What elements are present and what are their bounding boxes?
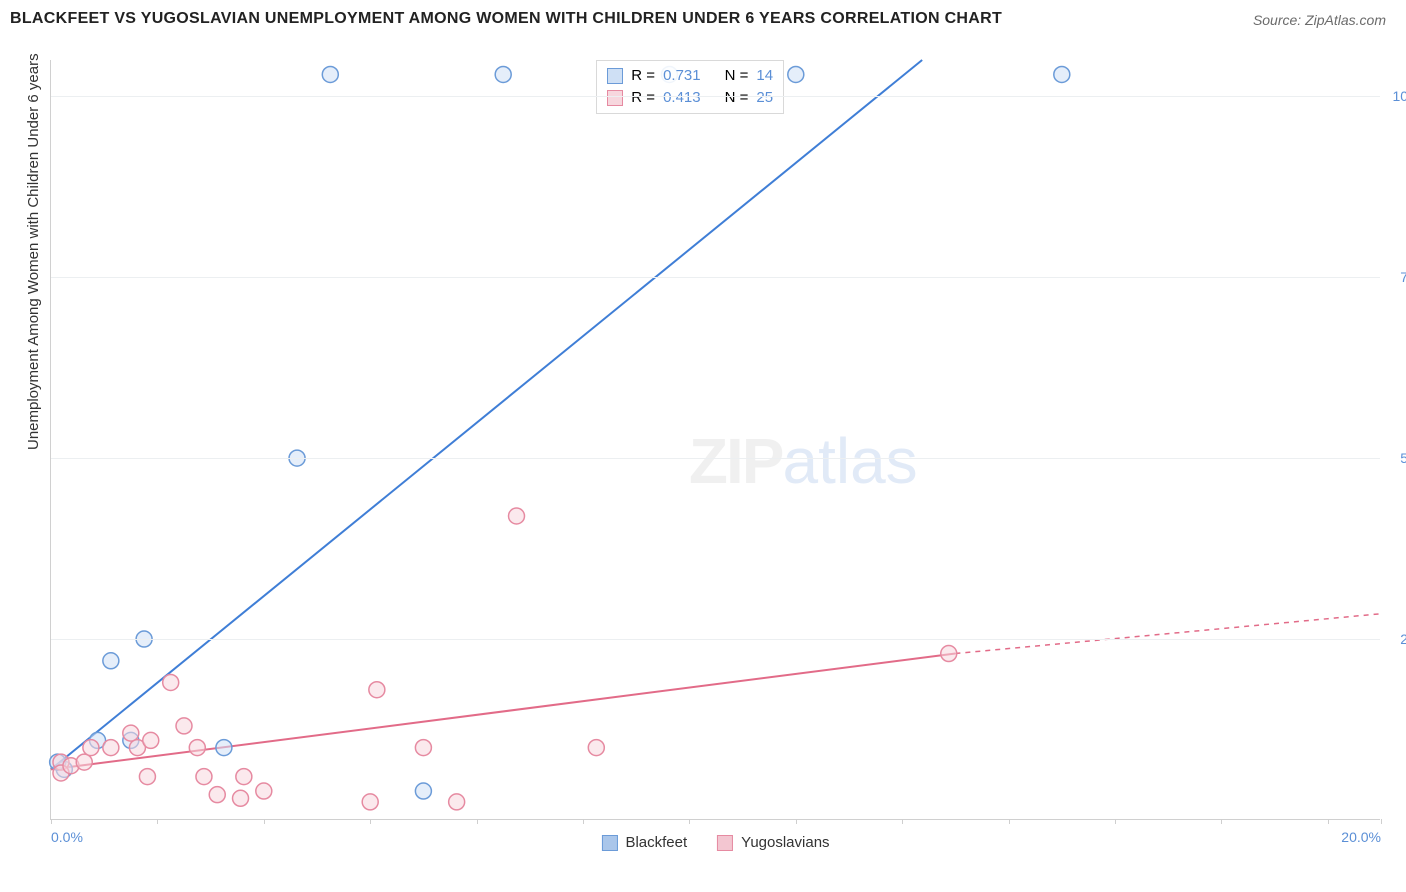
data-point	[362, 794, 378, 810]
x-tick-label: 20.0%	[1341, 829, 1381, 845]
x-tick-mark	[1381, 819, 1382, 824]
data-point	[83, 740, 99, 756]
legend-swatch	[607, 90, 623, 106]
plot-area: ZIPatlas R =0.731N =14R =0.413N =25 Blac…	[50, 60, 1380, 820]
x-tick-mark	[51, 819, 52, 824]
legend-swatch	[607, 68, 623, 84]
legend-R-value: 0.413	[663, 87, 701, 109]
x-tick-mark	[796, 819, 797, 824]
legend-R-label: R =	[631, 65, 655, 87]
legend-swatch	[601, 835, 617, 851]
data-point	[369, 682, 385, 698]
data-point	[233, 790, 249, 806]
x-tick-mark	[1221, 819, 1222, 824]
gridline-h	[51, 96, 1380, 97]
data-point	[139, 769, 155, 785]
y-tick-label: 75.0%	[1385, 269, 1406, 285]
legend-N-value: 14	[756, 65, 773, 87]
data-point	[123, 725, 139, 741]
data-point	[196, 769, 212, 785]
data-point	[415, 740, 431, 756]
x-tick-mark	[1115, 819, 1116, 824]
data-point	[449, 794, 465, 810]
x-tick-mark	[689, 819, 690, 824]
legend-N-label: N =	[725, 87, 749, 109]
legend-series-bottom: Blackfeet Yugoslavians	[601, 834, 829, 851]
y-tick-label: 100.0%	[1385, 88, 1406, 104]
data-point	[788, 66, 804, 82]
legend-N-value: 25	[756, 87, 773, 109]
y-tick-label: 50.0%	[1385, 450, 1406, 466]
legend-R-value: 0.731	[663, 65, 701, 87]
legend-series-label: Yugoslavians	[741, 834, 829, 851]
data-point	[495, 66, 511, 82]
x-tick-mark	[264, 819, 265, 824]
legend-series-label: Blackfeet	[625, 834, 687, 851]
data-point	[256, 783, 272, 799]
data-point	[209, 787, 225, 803]
data-point	[163, 674, 179, 690]
legend-row: R = 0.731 N = 14	[607, 65, 773, 87]
chart-title: BLACKFEET VS YUGOSLAVIAN UNEMPLOYMENT AM…	[10, 10, 1002, 28]
data-point	[588, 740, 604, 756]
regression-line	[51, 654, 955, 770]
legend-R-label: R =	[631, 87, 655, 109]
data-point	[143, 732, 159, 748]
data-point	[76, 754, 92, 770]
data-point	[941, 646, 957, 662]
y-tick-label: 25.0%	[1385, 631, 1406, 647]
x-tick-mark	[370, 819, 371, 824]
regression-line	[51, 60, 922, 769]
data-point	[216, 740, 232, 756]
x-tick-mark	[1009, 819, 1010, 824]
legend-correlation-box: R = 0.731 N = 14 R = 0.413 N = 25	[596, 60, 784, 114]
data-point	[415, 783, 431, 799]
legend-N-label: N =	[725, 65, 749, 87]
data-point	[322, 66, 338, 82]
data-point	[236, 769, 252, 785]
chart-root: BLACKFEET VS YUGOSLAVIAN UNEMPLOYMENT AM…	[0, 0, 1406, 892]
legend-bottom-item: Yugoslavians	[717, 834, 829, 851]
data-point	[189, 740, 205, 756]
gridline-h	[51, 639, 1380, 640]
data-point	[103, 740, 119, 756]
source-label: Source: ZipAtlas.com	[1253, 12, 1386, 28]
legend-bottom-item: Blackfeet	[601, 834, 687, 851]
data-point	[1054, 66, 1070, 82]
legend-swatch	[717, 835, 733, 851]
data-point	[509, 508, 525, 524]
x-tick-mark	[157, 819, 158, 824]
data-point	[103, 653, 119, 669]
gridline-h	[51, 458, 1380, 459]
gridline-h	[51, 277, 1380, 278]
x-tick-mark	[583, 819, 584, 824]
x-tick-mark	[477, 819, 478, 824]
x-tick-mark	[1328, 819, 1329, 824]
legend-row: R = 0.413 N = 25	[607, 87, 773, 109]
scatter-svg-layer	[51, 60, 1380, 819]
regression-line	[955, 614, 1381, 654]
data-point	[176, 718, 192, 734]
x-tick-mark	[902, 819, 903, 824]
y-axis-label: Unemployment Among Women with Children U…	[25, 53, 42, 450]
x-tick-label: 0.0%	[51, 829, 83, 845]
